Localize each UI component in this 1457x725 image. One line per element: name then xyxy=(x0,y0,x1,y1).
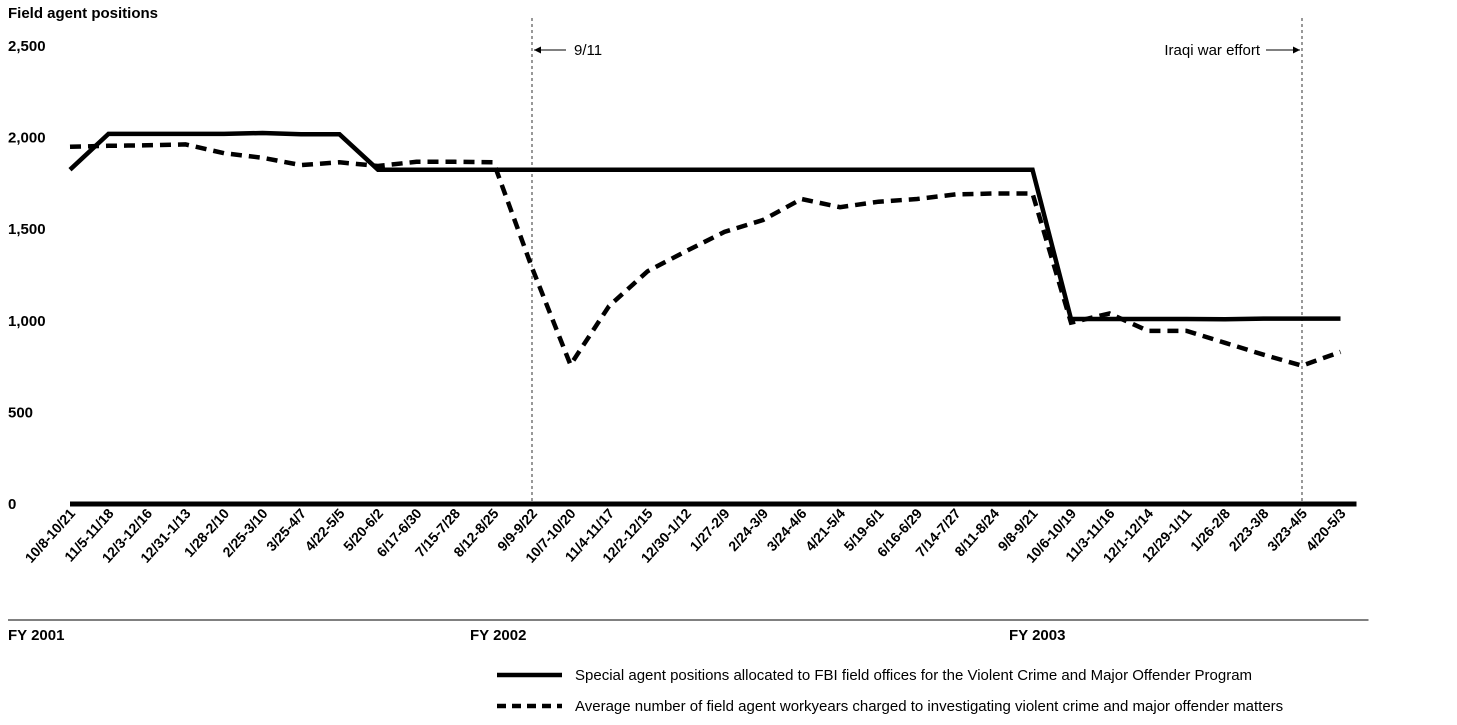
legend-label: Special agent positions allocated to FBI… xyxy=(575,667,1252,684)
x-tick-label: 2/23-3/8 xyxy=(1225,505,1271,554)
annotation-label: Iraqi war effort xyxy=(1164,42,1260,59)
x-tick-label: 3/24-4/6 xyxy=(763,505,809,554)
x-tick-label: 4/20-5/3 xyxy=(1302,505,1348,554)
y-tick-label: 2,500 xyxy=(8,38,46,55)
legend-label: Average number of field agent workyears … xyxy=(575,698,1283,715)
series-lines xyxy=(68,130,1342,370)
fiscal-year-label: FY 2001 xyxy=(8,627,64,644)
x-tick-label: 3/25-4/7 xyxy=(263,505,309,554)
y-tick-label: 2,000 xyxy=(8,130,46,147)
legend: Special agent positions allocated to FBI… xyxy=(497,667,1283,715)
annotations: 9/11 Iraqi war effort xyxy=(534,42,1300,59)
y-tick-label: 1,000 xyxy=(8,313,46,330)
x-tick-label: 1/26-2/8 xyxy=(1187,505,1233,554)
fiscal-year-label: FY 2002 xyxy=(470,627,526,644)
x-tick-label: 3/23-4/5 xyxy=(1264,505,1310,554)
y-axis-title: Field agent positions xyxy=(8,5,158,22)
x-tick-label: 4/22-5/5 xyxy=(301,505,347,554)
annotation-arrowhead xyxy=(534,46,541,54)
fiscal-year-groups: FY 2001 FY 2002 FY 2003 xyxy=(8,619,1369,644)
y-tick-label: 1,500 xyxy=(8,221,46,238)
annotation-label: 9/11 xyxy=(574,42,602,59)
series-line-workyears xyxy=(69,142,1342,370)
y-tick-label: 0 xyxy=(8,496,16,513)
annotation-arrowhead xyxy=(1293,46,1300,54)
fiscal-year-label: FY 2003 xyxy=(1009,627,1065,644)
x-tick-labels: 10/8-10/2111/5-11/1812/3-12/1612/31-1/13… xyxy=(22,505,1349,566)
annotation-lines xyxy=(531,18,1303,504)
x-tick-label: 1/27-2/9 xyxy=(686,505,732,554)
y-tick-label: 500 xyxy=(8,404,33,421)
x-tick-label: 2/24-3/9 xyxy=(725,505,771,554)
x-tick-label: 4/21-5/4 xyxy=(802,505,848,554)
y-tick-labels: 0 500 1,000 1,500 2,000 2,500 xyxy=(8,38,46,513)
series-line-positions xyxy=(68,130,1341,322)
